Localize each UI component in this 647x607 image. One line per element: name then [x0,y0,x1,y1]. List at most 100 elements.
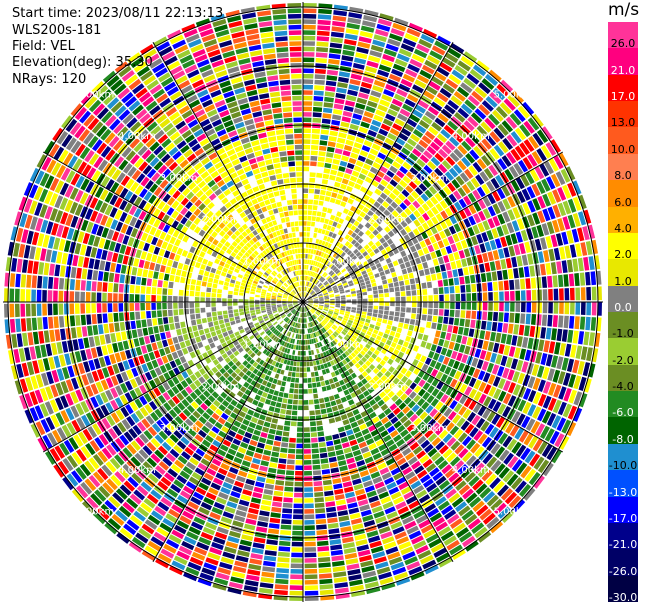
radar-gate [203,497,215,506]
radar-gate [250,497,261,504]
radar-gate [320,408,327,415]
radar-gate [415,407,424,417]
radar-gate [396,215,404,223]
radar-gate [43,262,50,276]
radar-gate [516,462,528,476]
radar-gate [319,578,333,585]
radar-gate [332,109,343,115]
radar-gate [420,255,427,263]
radar-gate [487,374,496,385]
radar-gate [442,238,450,247]
radar-gate [311,338,314,344]
radar-gate [351,239,357,245]
radar-gate [424,564,439,575]
radar-gate [392,188,401,196]
radar-gate [443,228,452,237]
radar-gate [400,346,407,353]
radar-gate [238,411,246,418]
radar-gate [419,69,432,80]
radar-gate [540,237,548,250]
radar-gate [387,132,397,141]
radar-gate [333,439,341,445]
radar-gate [351,264,357,269]
radar-gate [243,455,253,462]
radar-gate [303,367,307,372]
radar-gate [465,136,476,148]
radar-gate [492,401,502,413]
radar-gate [318,442,326,448]
radar-gate [224,546,237,554]
radar-gate [444,207,453,217]
radar-gate [93,259,100,270]
radar-gate [580,287,586,301]
radar-gate [408,152,419,162]
radar-gate [548,382,557,396]
radar-gate [349,379,356,386]
radar-gate [422,458,433,469]
radar-gate [332,15,347,22]
radar-gate [355,251,362,257]
radar-gate [238,470,248,478]
radar-gate [422,28,438,39]
radar-gate [312,210,317,216]
radar-gate [484,117,496,130]
radar-gate [372,229,379,236]
radar-gate [232,438,241,446]
radar-gate [456,334,463,344]
radar-gate [518,430,529,443]
radar-gate [294,492,303,498]
radar-gate [176,247,184,256]
radar-gate [366,330,372,336]
radar-gate [386,183,395,192]
radar-gate [359,470,370,478]
radar-gate [341,55,354,62]
radar-gate [337,230,343,236]
radar-gate [377,104,388,113]
radar-gate [318,239,323,245]
radar-gate [343,344,349,350]
radar-gate [488,386,497,397]
radar-gate [194,302,200,308]
radar-gate [510,148,521,161]
radar-gate [466,293,472,301]
radar-gate [454,370,462,380]
radar-gate [157,280,163,288]
radar-gate [332,252,338,258]
radar-gate [495,332,502,343]
radar-gate [330,467,340,474]
radar-gate [167,338,174,346]
radar-gate [579,316,586,330]
radar-gate [29,346,37,360]
radar-gate [517,372,526,385]
radar-gate [391,326,397,332]
radar-gate [295,470,303,476]
radar-gate [142,327,149,336]
radar-gate [447,411,457,421]
radar-gate [450,95,463,106]
radar-gate [363,244,370,251]
radar-gate [261,571,275,578]
radar-gate [418,38,433,49]
radar-gate [489,426,499,439]
radar-gate [91,281,97,292]
radar-gate [438,338,445,347]
radar-gate [212,316,218,322]
radar-gate [344,247,350,254]
radar-gate [318,330,322,335]
radar-gate [140,286,146,294]
radar-gate [271,303,276,306]
radar-gate [303,361,307,367]
radar-gate [298,345,301,350]
radar-gate [291,541,303,547]
radar-gate [368,466,378,474]
radar-gate [403,274,409,280]
radar-gate [522,388,532,400]
radar-gate [517,105,530,119]
radar-gate [487,282,493,292]
radar-gate [406,525,419,535]
radar-gate [83,337,90,349]
radar-gate [270,400,277,407]
radar-gate [495,416,506,428]
radar-gate [407,400,416,409]
radar-gate [362,251,369,257]
